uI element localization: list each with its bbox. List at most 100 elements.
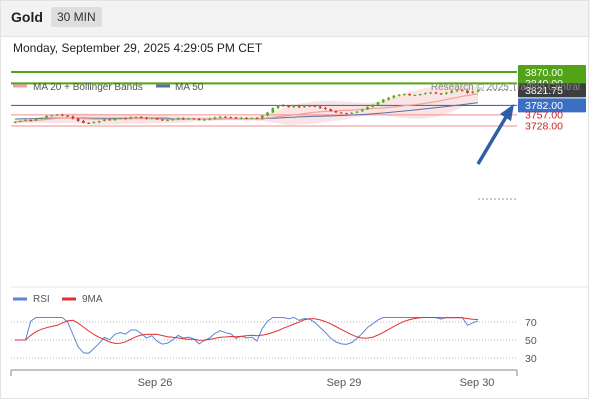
candle [318,105,322,109]
rsi-ma-line [15,317,479,344]
candle-body [197,118,201,121]
candle [287,105,290,108]
candle [424,92,427,95]
candle-body [408,93,411,96]
candle [176,117,180,121]
candle [339,112,343,114]
candle-body [455,90,459,92]
candle [403,93,406,96]
candle-body [213,117,217,119]
candle-body [13,121,17,123]
candle [124,117,127,120]
rsi-ma-legend-label: 9MA [82,294,103,305]
candle [234,116,238,119]
candle [71,115,75,120]
candle [139,116,143,119]
candle [271,107,275,114]
candle [334,110,338,114]
candle [381,98,385,104]
ma50-legend-label: MA 50 [175,82,204,93]
candle-body [329,109,332,112]
candle-body [92,122,96,124]
support-label-4: 3757.00 [525,110,563,122]
candle-body [50,115,54,117]
pivot-label-box-3 [518,98,586,113]
candle-body [171,119,175,121]
candle-body [97,120,101,123]
rsi-legend-label: RSI [33,294,50,305]
rsi-level-label: 70 [525,317,537,329]
candle [329,108,332,112]
candle [250,117,254,119]
candle-body [266,112,269,116]
candle-body [429,92,432,94]
candle [445,91,448,95]
candle-body [161,119,164,121]
resistance-label-box-0 [518,64,586,79]
candle [345,112,348,115]
candle [50,114,54,117]
candle [324,106,327,110]
candle-body [366,106,369,110]
candle [13,121,17,124]
candle-body [113,118,117,121]
candle-body [345,113,348,115]
candle [366,106,369,110]
candle-body [118,117,122,119]
candle [197,117,201,121]
candle-body [124,117,127,119]
candle [45,114,48,119]
candle-body [334,111,338,113]
candle [145,116,148,120]
candle-body [471,91,475,93]
rsi-line [15,316,479,354]
resistance-label-0: 3870.00 [525,67,563,79]
candle [282,104,285,107]
candle [129,116,133,120]
candle-body [371,104,375,107]
candle [387,97,390,101]
candle-body [308,105,311,107]
candle [155,117,159,120]
candle [192,118,196,120]
candle-body [239,117,243,119]
last_price-label-2: 3821.75 [525,85,563,97]
candle [255,117,259,120]
candle [87,122,90,124]
candle [24,119,27,122]
candle-body [260,115,264,119]
candle-body [71,116,75,119]
candle-body [397,94,401,96]
candle-body [318,106,322,108]
candle-body [145,117,148,119]
candle [29,119,33,122]
candle [418,93,422,96]
candle [161,119,164,121]
candle [182,117,185,120]
candle-body [24,119,27,121]
candle [360,108,364,112]
candle [313,105,317,107]
candle-body [255,117,259,119]
candle-body [339,112,343,114]
candle [471,90,475,95]
candle-body [287,105,290,108]
candle [82,119,85,124]
ma20-legend-label: MA 20 + Bollinger Bands [33,82,143,93]
candle [408,93,411,96]
candle-body [466,90,469,93]
candle-body [245,117,248,119]
candle [213,116,217,120]
candle [434,91,438,95]
candle [355,111,359,114]
candle [439,93,443,95]
candle-body [387,97,390,100]
candle-body [460,90,464,92]
candle [55,113,59,116]
interval-button[interactable]: 30 MIN [51,7,102,27]
candle-body [282,105,285,107]
candle [76,117,80,122]
candle-body [29,119,33,121]
candle-body [381,99,385,103]
candle-body [445,92,448,94]
